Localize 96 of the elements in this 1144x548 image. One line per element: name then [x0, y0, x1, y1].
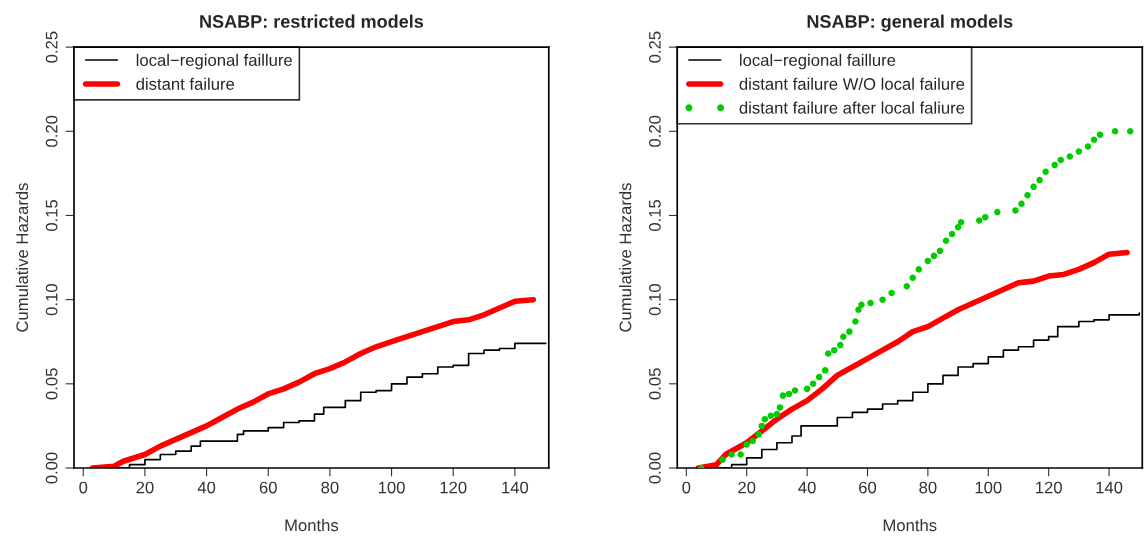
point	[855, 306, 862, 313]
point	[803, 385, 811, 393]
x-tick-label: 40	[197, 481, 216, 494]
point	[749, 437, 756, 445]
point	[924, 257, 932, 265]
y-tick-label: 0.20	[45, 115, 58, 147]
point	[954, 224, 962, 231]
point	[1018, 200, 1025, 207]
point	[737, 451, 744, 458]
point	[909, 274, 917, 282]
legend-label: local−regional faillure	[740, 53, 896, 70]
point	[1084, 143, 1092, 150]
point	[821, 367, 829, 374]
point	[1096, 131, 1104, 138]
point	[761, 415, 769, 423]
point	[767, 412, 775, 420]
x-tick-label: 80	[321, 481, 339, 494]
x-tick-label: 120	[440, 481, 467, 494]
x-tick-label: 60	[859, 481, 877, 494]
x-tick-label: 120	[1036, 481, 1062, 494]
x-tick-label: 140	[1096, 481, 1123, 494]
point	[903, 282, 910, 290]
y-tick-label: 0.25	[45, 31, 58, 63]
point	[1030, 183, 1037, 191]
y-tick-label: 0.00	[648, 452, 661, 484]
point	[1075, 148, 1083, 155]
point	[867, 299, 874, 307]
point	[824, 350, 832, 357]
y-tick-label: 0.15	[45, 199, 58, 232]
point	[758, 422, 766, 430]
point	[1111, 128, 1119, 135]
point	[837, 341, 844, 349]
point	[1012, 207, 1019, 214]
point	[776, 404, 784, 411]
y-tick-label: 0.20	[648, 115, 661, 147]
chart-title: NSABP: general models	[807, 14, 1013, 32]
point	[879, 296, 886, 303]
point	[1024, 192, 1031, 199]
point	[982, 213, 989, 221]
point	[852, 318, 859, 325]
point	[948, 230, 956, 238]
x-tick-label: 40	[798, 481, 816, 494]
point	[957, 218, 965, 226]
x-tick-label: 100	[975, 481, 1002, 494]
point	[785, 390, 793, 398]
chart-title: NSABP: restricted models	[200, 14, 424, 28]
point	[728, 451, 735, 458]
point	[1051, 161, 1058, 169]
point	[994, 208, 1001, 216]
point	[1042, 168, 1049, 175]
legend-label: distant failure after local faliure	[739, 101, 965, 114]
legend-label: local−regional faillure	[136, 53, 292, 70]
legend-label: distant failure W/O local failure	[739, 77, 965, 90]
y-tick-label: 0.05	[648, 368, 661, 400]
point	[815, 373, 823, 381]
x-tick-label: 60	[259, 481, 277, 494]
y-tick-label: 0.10	[648, 284, 661, 316]
point	[791, 387, 799, 394]
point	[936, 247, 944, 255]
point	[743, 441, 750, 448]
point	[846, 328, 853, 335]
point	[858, 301, 865, 308]
x-axis-title: Months	[285, 518, 339, 532]
point	[831, 346, 838, 354]
point	[1126, 128, 1134, 135]
point	[1066, 153, 1074, 160]
legend-label: distant failure	[136, 77, 235, 90]
y-axis-title: Cumulative Hazards	[15, 183, 29, 332]
x-tick-label: 0	[79, 481, 88, 494]
point	[719, 456, 726, 463]
x-tick-label: 20	[136, 481, 154, 494]
point	[779, 392, 787, 399]
point	[773, 410, 781, 418]
x-tick-label: 0	[682, 481, 691, 494]
point	[975, 217, 983, 224]
y-tick-label: 0.15	[648, 199, 661, 232]
y-tick-label: 0.10	[45, 284, 58, 316]
y-tick-label: 0.25	[648, 31, 661, 63]
point	[1036, 176, 1043, 184]
y-axis-title: Cumulative Hazards	[619, 183, 632, 332]
point	[930, 252, 938, 260]
point	[1057, 156, 1065, 164]
point	[809, 380, 817, 388]
point	[840, 333, 847, 340]
point	[1090, 136, 1098, 143]
x-tick-label: 80	[919, 481, 937, 494]
x-tick-label: 20	[738, 481, 756, 494]
y-tick-label: 0.00	[45, 452, 58, 484]
point	[888, 289, 895, 297]
point	[915, 266, 923, 273]
y-tick-label: 0.05	[45, 368, 58, 400]
x-tick-label: 100	[378, 481, 405, 494]
point	[755, 431, 763, 438]
x-axis-title: Months	[883, 518, 937, 532]
x-tick-label: 140	[502, 481, 529, 494]
point	[942, 237, 950, 244]
